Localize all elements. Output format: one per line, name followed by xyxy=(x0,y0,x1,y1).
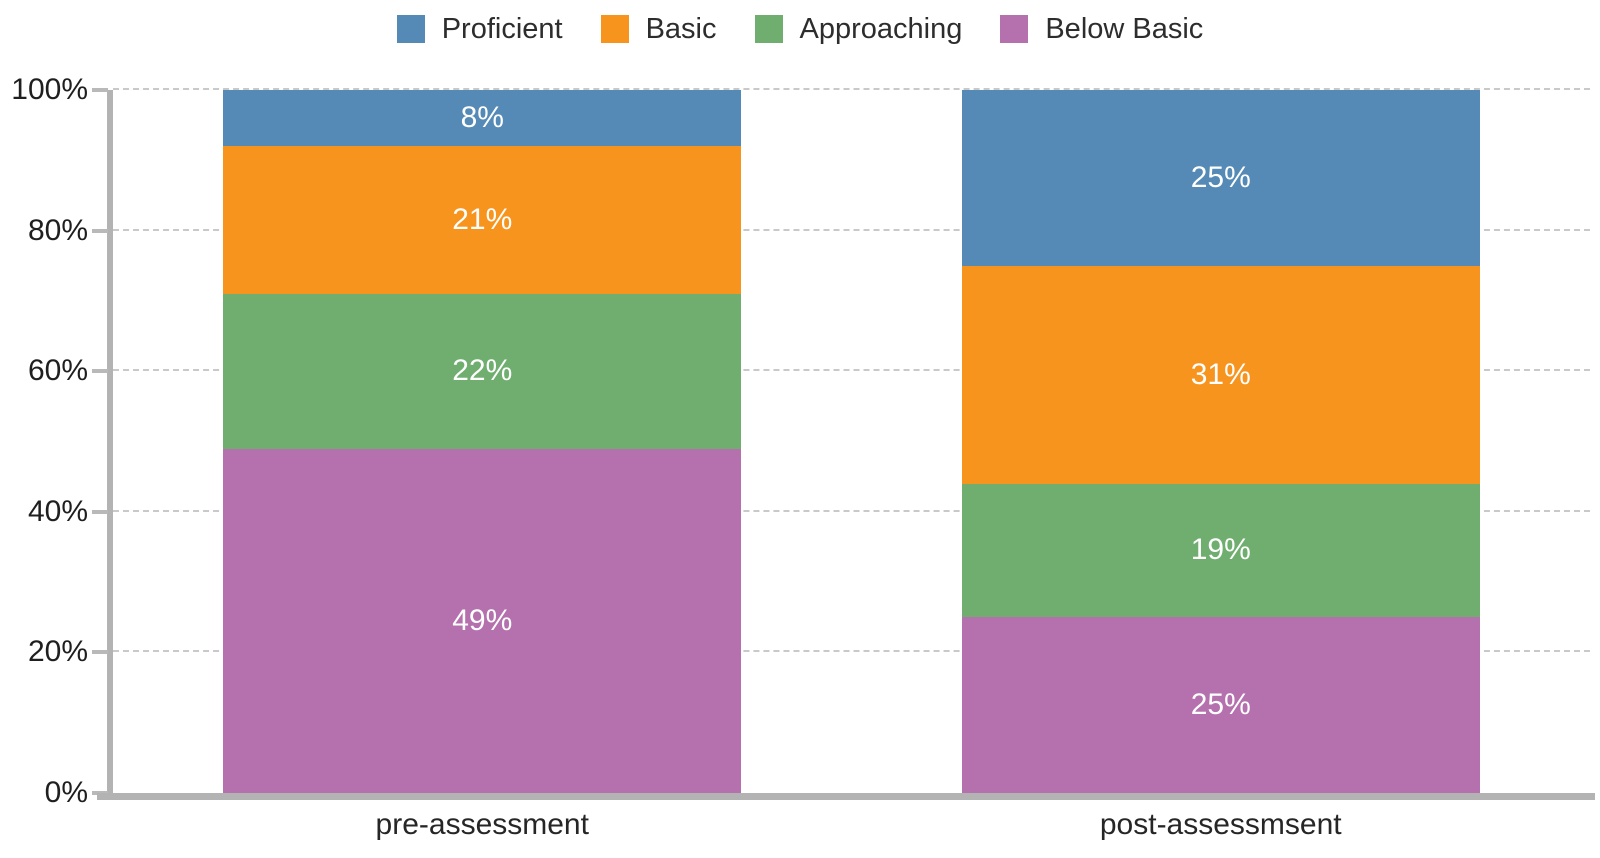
bar-segment-basic: 21% xyxy=(223,146,742,294)
legend-label: Approaching xyxy=(799,13,963,45)
bar-segment-proficient: 8% xyxy=(223,90,742,147)
bar-post-assessmsent: 25% 31% 19% 25% xyxy=(961,90,1480,793)
y-axis-line xyxy=(107,90,113,800)
legend-label: Below Basic xyxy=(1045,13,1204,45)
bar-segment-value-label: 8% xyxy=(460,101,504,135)
x-axis-label-post-assessmsent: post-assessmsent xyxy=(1099,808,1342,841)
plot-area: 8% 21% 22% 49% 25% 31% 19% 25% xyxy=(113,88,1590,793)
y-tick-label-0: 0% xyxy=(44,776,88,809)
bar-segment-value-label: 31% xyxy=(1190,357,1251,391)
bar-segment-proficient: 25% xyxy=(961,90,1480,266)
bar-segment-approaching: 19% xyxy=(961,483,1480,618)
x-axis-line xyxy=(97,793,1595,800)
gridline-80 xyxy=(113,228,1590,231)
bar-segment-approaching: 22% xyxy=(223,293,742,449)
bar-segment-value-label: 25% xyxy=(1190,688,1251,722)
gridline-40 xyxy=(113,509,1590,512)
y-tick-100 xyxy=(92,88,108,92)
legend-item-basic: Basic xyxy=(600,12,717,46)
y-tick-label-100: 100% xyxy=(11,73,88,106)
legend-swatch-basic xyxy=(600,15,629,43)
y-tick-label-60: 60% xyxy=(27,354,88,388)
legend-label: Basic xyxy=(645,13,717,45)
y-tick-label-40: 40% xyxy=(27,494,88,528)
gridline-20 xyxy=(113,650,1590,653)
chart-legend: Proficient Basic Approaching Below Basic xyxy=(0,12,1600,46)
bar-pre-assessment: 8% 21% 22% 49% xyxy=(223,90,742,793)
legend-item-proficient: Proficient xyxy=(396,12,563,46)
bar-segment-basic: 31% xyxy=(961,265,1480,484)
bar-segment-value-label: 49% xyxy=(452,603,513,637)
legend-item-below-basic: Below Basic xyxy=(1000,12,1203,46)
bar-segment-below-basic: 25% xyxy=(961,617,1480,793)
gridline-100 xyxy=(113,88,1590,90)
bar-segment-below-basic: 49% xyxy=(223,448,742,793)
y-tick-40 xyxy=(92,509,108,514)
legend-item-approaching: Approaching xyxy=(754,12,963,46)
y-tick-80 xyxy=(92,228,108,233)
legend-swatch-approaching xyxy=(754,15,783,43)
y-tick-label-80: 80% xyxy=(27,213,88,247)
y-tick-20 xyxy=(92,650,108,655)
bar-segment-value-label: 22% xyxy=(452,354,513,388)
y-tick-60 xyxy=(92,369,108,374)
legend-swatch-proficient xyxy=(396,15,425,43)
gridline-60 xyxy=(113,369,1590,372)
bar-segment-value-label: 25% xyxy=(1190,160,1251,194)
y-tick-label-20: 20% xyxy=(27,635,88,669)
bar-segment-value-label: 21% xyxy=(452,203,513,237)
legend-label: Proficient xyxy=(441,13,563,45)
x-axis-label-pre-assessment: pre-assessment xyxy=(375,808,589,841)
legend-swatch-below-basic xyxy=(1000,15,1029,43)
bar-segment-value-label: 19% xyxy=(1190,533,1251,567)
